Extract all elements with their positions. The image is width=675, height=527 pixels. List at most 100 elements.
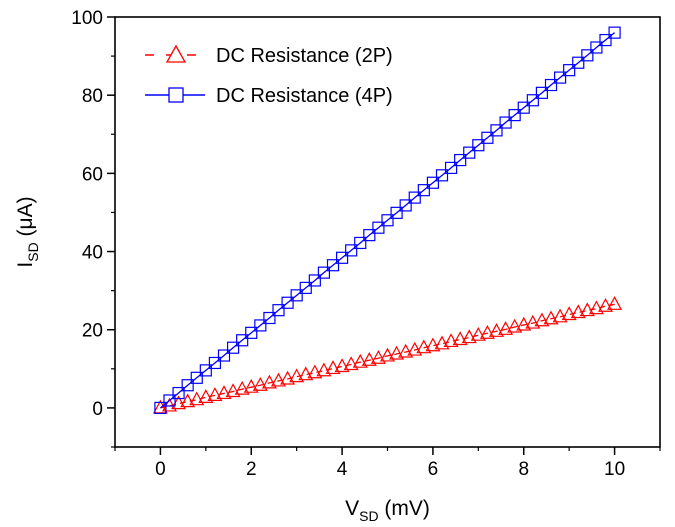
data-point [481, 131, 494, 144]
data-point [581, 49, 594, 62]
data-point [245, 326, 258, 339]
data-point [298, 366, 314, 381]
data-point [154, 401, 167, 415]
data-point [490, 124, 503, 137]
data-point [226, 341, 240, 354]
data-point [307, 364, 323, 379]
data-point [217, 349, 231, 362]
data-point [207, 387, 223, 401]
y-axis-title-unit: (μA) [14, 196, 37, 242]
data-point [361, 351, 377, 366]
data-point [243, 378, 259, 393]
legend-label: DC Resistance (4P) [216, 85, 393, 107]
x-tick-label: 0 [155, 459, 166, 480]
y-axis-title-sub: SD [25, 242, 41, 261]
x-tick-label: 4 [337, 459, 348, 480]
data-point [461, 329, 477, 344]
legend-entry: DC Resistance (2P) [145, 44, 393, 67]
y-tick-label: 0 [92, 399, 103, 420]
data-point [525, 314, 541, 329]
data-point [399, 199, 412, 212]
data-point [334, 358, 350, 373]
data-point [326, 259, 340, 272]
data-point [607, 296, 623, 310]
data-point [236, 334, 249, 347]
data-point [280, 370, 296, 385]
data-point [508, 109, 521, 122]
data-point [180, 393, 196, 408]
legend-entry: DC Resistance (4P) [145, 85, 393, 107]
x-axis-title: VSD (mV) [345, 497, 430, 524]
plot-frame [114, 16, 661, 448]
data-point [261, 374, 277, 389]
x-axis-title-sub: SD [359, 508, 378, 524]
data-point [234, 380, 250, 395]
data-point [479, 324, 495, 339]
data-point [608, 26, 621, 39]
data-point [299, 281, 312, 294]
data-point [379, 347, 396, 362]
data-point [372, 221, 385, 234]
series-line [160, 303, 615, 409]
legend-marker [168, 87, 184, 103]
data-point [517, 101, 530, 114]
data-point [316, 362, 332, 377]
data-point [499, 116, 512, 129]
y-axis-title-main: I [14, 262, 37, 268]
data-point [370, 350, 386, 364]
data-point [452, 331, 468, 346]
data-point [570, 304, 586, 319]
data-point [354, 236, 367, 250]
data-point [198, 389, 214, 403]
data-point [308, 274, 321, 287]
y-tick-label: 20 [82, 321, 103, 342]
y-tick-label: 60 [82, 164, 103, 185]
data-point [325, 360, 341, 375]
x-tick-label: 8 [518, 459, 529, 480]
data-point [408, 191, 421, 204]
data-point [488, 323, 505, 337]
legend-label: DC Resistance (2P) [216, 45, 393, 67]
data-point [543, 310, 559, 325]
data-point [398, 343, 414, 358]
data-point [417, 184, 430, 197]
data-point [588, 300, 604, 315]
data-point [363, 229, 376, 242]
data-point [390, 206, 403, 219]
data-point [352, 353, 368, 368]
data-point [552, 308, 568, 323]
data-point [208, 356, 222, 370]
data-point [190, 371, 203, 384]
data-point [435, 169, 449, 182]
y-axis-title: ISD (μA) [14, 196, 41, 267]
data-point [544, 78, 558, 92]
data-point [599, 33, 612, 47]
legend: DC Resistance (2P) DC Resistance (4P) [145, 44, 393, 107]
plot-marks [152, 26, 623, 415]
data-point [189, 391, 205, 406]
data-point [454, 153, 467, 167]
data-point [317, 266, 331, 279]
series-2 [154, 26, 621, 415]
data-point [590, 41, 603, 54]
data-point [281, 296, 294, 309]
data-point [516, 316, 532, 331]
data-point [172, 386, 185, 400]
data-point [270, 372, 287, 387]
series-1 [152, 296, 623, 414]
data-point [563, 64, 576, 77]
data-point [181, 379, 194, 392]
data-point [225, 383, 241, 398]
data-point [472, 139, 485, 152]
data-point [216, 385, 232, 400]
data-point [425, 337, 441, 352]
legend-marker [165, 44, 187, 63]
x-tick-label: 6 [428, 459, 439, 480]
data-point [498, 321, 514, 335]
data-point [534, 312, 550, 327]
data-point [343, 356, 359, 371]
data-point [381, 214, 394, 227]
data-point [163, 394, 176, 407]
